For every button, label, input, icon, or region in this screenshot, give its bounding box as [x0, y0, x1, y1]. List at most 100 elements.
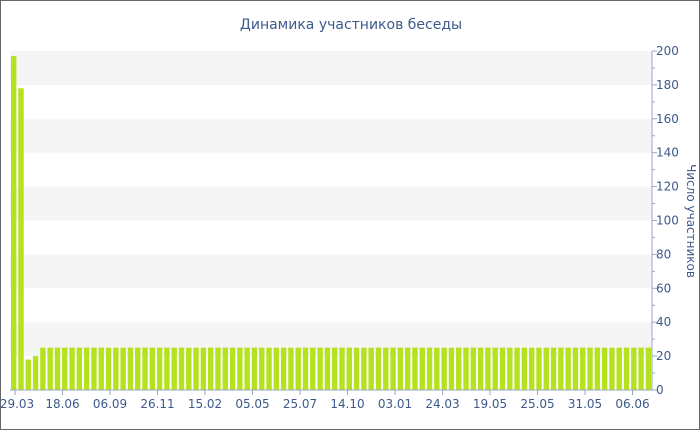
bar [383, 347, 389, 391]
x-tick-label: 06.09 [93, 397, 127, 411]
bar [222, 347, 228, 391]
bar [346, 347, 352, 391]
bar [149, 347, 156, 391]
bar [419, 347, 425, 391]
bar [69, 347, 75, 391]
bar [251, 347, 258, 391]
x-tick-label: 05.05 [235, 397, 269, 411]
bar [536, 347, 542, 391]
bar [601, 347, 608, 391]
bar [295, 347, 301, 391]
bar [171, 347, 177, 391]
bar [288, 347, 294, 391]
bar [11, 56, 17, 390]
bar [426, 347, 433, 391]
bar [587, 347, 593, 391]
x-tick-label: 25.05 [520, 397, 554, 411]
bar [40, 347, 46, 391]
x-tick-label: 26.11 [140, 397, 174, 411]
bar [361, 347, 367, 391]
bar [514, 347, 520, 391]
bar [339, 347, 345, 391]
bar [186, 347, 192, 391]
x-tick-label: 19.05 [473, 397, 507, 411]
bar [572, 347, 579, 391]
x-tick-label: 31.05 [568, 397, 602, 411]
y-tick-label: 0 [656, 383, 664, 397]
bar [390, 347, 396, 391]
bar [463, 347, 469, 391]
axes-group: 0 20 40 60 80 100 120 140 160 180 200 29.03 18.06 06.… [1, 44, 679, 411]
x-tick-label: 25.07 [283, 397, 317, 411]
y-axis-label: Число участников [684, 164, 698, 278]
bar [441, 347, 447, 391]
bar [120, 347, 126, 391]
bar [273, 347, 280, 391]
y-tick-label: 140 [656, 146, 679, 160]
y-tick-label: 60 [656, 281, 671, 295]
bar [404, 347, 411, 391]
bar [200, 347, 207, 391]
grid-bands [10, 51, 652, 357]
bar [645, 347, 652, 391]
bar [244, 347, 250, 391]
bar [397, 347, 404, 391]
bar [156, 347, 163, 391]
x-tick-label: 03.01 [378, 397, 412, 411]
bar [18, 88, 24, 390]
bar [91, 347, 97, 391]
grid-band [10, 186, 652, 221]
bar [135, 347, 141, 391]
y-tick-label: 80 [656, 247, 671, 261]
bar [477, 347, 484, 391]
bar [499, 347, 506, 391]
bar [280, 347, 287, 391]
bar [266, 347, 272, 391]
chart-title: Динамика участников беседы [240, 17, 462, 33]
bar [412, 347, 418, 391]
bar [215, 347, 221, 391]
grid-band [10, 254, 652, 289]
bar [207, 347, 214, 391]
bar [528, 347, 535, 391]
bar [485, 347, 491, 391]
bar [558, 347, 564, 391]
bar [594, 347, 601, 391]
bar [76, 347, 83, 391]
bar [638, 347, 644, 391]
x-tick-label: 14.10 [330, 397, 364, 411]
bar [98, 347, 104, 391]
bar [62, 347, 68, 391]
bar [434, 347, 440, 391]
y-tick-label: 200 [656, 44, 679, 58]
bar [631, 347, 637, 391]
bar [543, 347, 549, 391]
bar [54, 347, 61, 391]
x-tick-label: 24.03 [425, 397, 459, 411]
bar [507, 347, 513, 391]
bar [616, 347, 622, 391]
grid-band [10, 51, 652, 85]
bar [32, 356, 39, 390]
bar [470, 347, 477, 391]
bar [580, 347, 586, 391]
x-tick-label: 29.03 [1, 397, 34, 411]
bar [164, 347, 170, 391]
y-tick-label: 120 [656, 180, 679, 194]
bar [456, 347, 462, 391]
bar [193, 347, 199, 391]
y-tick-label: 20 [656, 349, 671, 363]
bar [302, 347, 309, 391]
bar [492, 347, 498, 391]
bar [521, 347, 528, 391]
bar [178, 347, 185, 391]
y-tick-label: 40 [656, 315, 671, 329]
y-tick-label: 180 [656, 78, 679, 92]
bar [368, 347, 374, 391]
bar [127, 347, 134, 391]
bar [25, 359, 31, 390]
bar [113, 347, 119, 391]
bar [105, 347, 112, 391]
